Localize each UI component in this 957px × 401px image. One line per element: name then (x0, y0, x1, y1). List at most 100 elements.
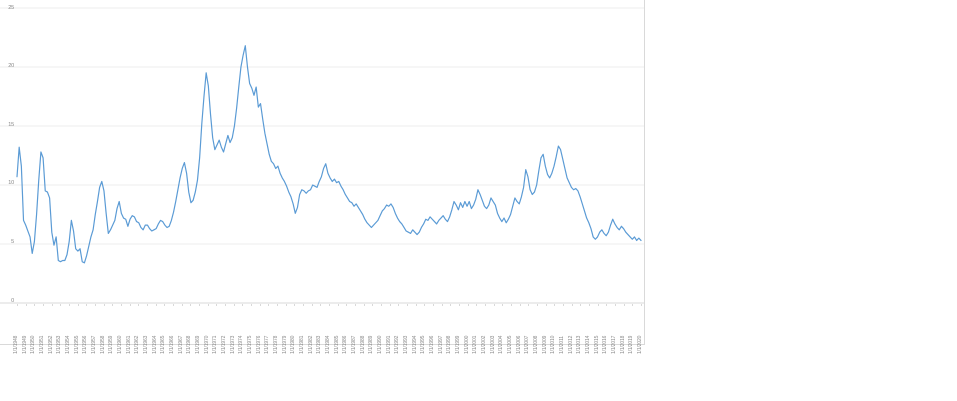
x-tick-mark (25, 304, 27, 306)
x-tick-label: 1/1/2012 (567, 335, 574, 354)
x-tick-label: 1/1/1995 (420, 335, 427, 354)
x-tick-label: 1/1/1955 (73, 335, 80, 354)
line-chart-svg (0, 7, 644, 304)
x-tick-mark (277, 304, 278, 306)
x-tick-mark (493, 304, 495, 306)
x-tick-mark (34, 304, 36, 306)
x-tick-label: 1/1/1984 (325, 335, 331, 354)
x-tick-mark (623, 304, 625, 306)
x-tick-label: 1/1/2005 (507, 335, 513, 354)
x-tick-label: 1/1/1996 (429, 335, 435, 354)
x-tick-label: 1/1/1977 (264, 335, 271, 354)
x-tick-label: 1/1/1990 (377, 335, 383, 354)
x-tick-label: 1/1/1980 (290, 335, 297, 354)
x-tick-mark (641, 304, 642, 306)
x-tick-label: 1/1/1972 (221, 335, 227, 354)
x-tick-label: 1/1/1960 (117, 335, 123, 354)
x-tick-label: 1/1/1962 (134, 335, 141, 354)
x-tick-label: 1/1/1950 (30, 335, 37, 354)
x-tick-mark (285, 304, 287, 306)
x-tick-mark (51, 304, 53, 306)
x-tick-label: 1/1/1999 (455, 335, 461, 354)
x-tick-label: 1/1/2000 (463, 335, 470, 354)
x-tick-mark (502, 304, 504, 306)
x-tick-label: 1/1/2008 (533, 335, 539, 354)
x-tick-mark (424, 304, 426, 306)
x-tick-label: 1/1/2007 (524, 335, 531, 354)
x-tick-label: 1/1/2001 (472, 335, 479, 354)
x-tick-label: 1/1/2009 (541, 335, 548, 354)
x-tick-label: 1/1/1956 (82, 335, 89, 354)
x-tick-mark (181, 304, 183, 306)
x-tick-mark (77, 304, 79, 306)
x-tick-label: 1/1/1964 (151, 335, 158, 354)
x-tick-label: 1/1/1989 (368, 335, 375, 354)
x-tick-label: 1/1/1948 (13, 335, 19, 354)
x-tick-label: 1/1/1998 (446, 335, 453, 354)
x-tick-mark (606, 304, 608, 306)
x-tick-label: 1/1/2020 (637, 335, 643, 354)
x-tick-mark (216, 304, 218, 306)
plot-area (0, 0, 645, 345)
x-axis-labels: 1/1/1948 1/1/1949 1/1/1950 1/1/1951 1/1/1952… (0, 304, 645, 360)
x-tick-mark (580, 304, 582, 306)
x-tick-label: 1/1/1987 (351, 335, 357, 354)
x-tick-mark (589, 304, 590, 306)
x-tick-mark (337, 304, 339, 306)
x-tick-label: 1/1/1958 (99, 335, 106, 354)
x-tick-mark (259, 304, 261, 306)
x-tick-label: 1/1/1973 (229, 335, 236, 354)
x-tick-label: 1/1/1957 (91, 335, 97, 354)
x-tick-mark (207, 304, 209, 306)
x-tick-label: 1/1/1959 (108, 335, 115, 354)
x-tick-label: 1/1/1953 (56, 335, 63, 354)
x-tick-mark (164, 304, 166, 306)
data-series-line (16, 45, 642, 264)
x-tick-mark (294, 304, 296, 306)
x-tick-mark (17, 304, 18, 306)
x-tick-mark (138, 304, 140, 306)
x-tick-label: 1/1/2017 (611, 335, 617, 354)
x-tick-label: 1/1/1994 (411, 335, 418, 354)
x-tick-label: 1/1/1981 (299, 335, 305, 354)
x-tick-mark (545, 304, 547, 306)
x-tick-label: 1/1/1951 (39, 335, 45, 354)
x-tick-label: 1/1/2013 (576, 335, 583, 354)
x-tick-label: 1/1/1954 (65, 335, 71, 354)
x-tick-label: 1/1/2006 (515, 335, 522, 354)
x-tick-mark (112, 304, 114, 306)
x-tick-mark (147, 304, 148, 306)
x-tick-mark (225, 304, 226, 306)
x-tick-mark (441, 304, 443, 306)
x-tick-mark (199, 304, 200, 306)
x-tick-label: 1/1/1974 (238, 335, 245, 354)
x-tick-label: 1/1/1967 (177, 335, 184, 354)
x-tick-mark (346, 304, 348, 306)
x-tick-label: 1/1/2010 (550, 335, 557, 354)
x-tick-label: 1/1/1968 (186, 335, 193, 354)
x-tick-mark (303, 304, 304, 306)
x-tick-mark (597, 304, 599, 306)
y-tick-25: 25 (8, 5, 14, 11)
x-tick-label: 1/1/2011 (559, 336, 565, 354)
x-tick-label: 1/1/2019 (628, 335, 635, 354)
x-tick-mark (372, 304, 374, 306)
y-tick-0: 0 (11, 298, 14, 304)
x-tick-label: 1/1/1993 (403, 335, 409, 354)
x-tick-mark (60, 304, 62, 306)
x-tick-mark (69, 304, 70, 306)
x-tick-mark (129, 304, 131, 306)
x-tick-mark (86, 304, 88, 306)
x-tick-mark (537, 304, 538, 306)
x-tick-mark (450, 304, 452, 306)
x-tick-mark (407, 304, 408, 306)
x-tick-label: 1/1/1992 (394, 335, 401, 354)
x-tick-mark (95, 304, 96, 306)
x-tick-mark (363, 304, 365, 306)
x-tick-mark (173, 304, 174, 306)
x-tick-mark (43, 304, 44, 306)
x-tick-mark (355, 304, 356, 306)
x-tick-mark (632, 304, 634, 306)
x-tick-label: 1/1/1978 (273, 335, 279, 354)
